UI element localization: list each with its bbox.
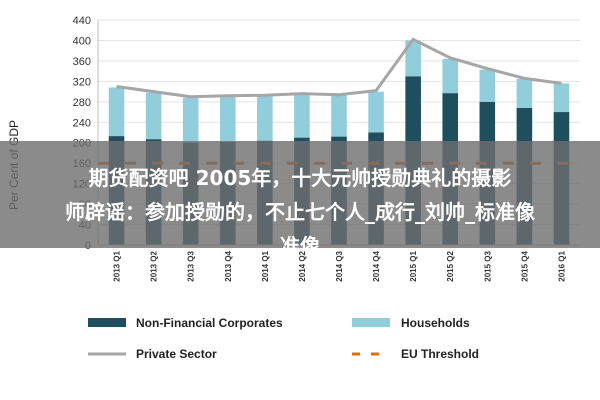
legend-label-households: Households [401, 316, 470, 330]
x-tick-label-2013-q3: 2013 Q3 [187, 250, 196, 281]
overlay-line-2: 师辟谣：参加授勋的，不止七个人_成行_刘帅_标准像 [65, 200, 535, 224]
x-tick-label-2015-q4: 2015 Q4 [520, 250, 529, 281]
y-tick-label-280: 280 [73, 97, 91, 109]
x-tick-label-2015-q2: 2015 Q2 [446, 250, 455, 281]
overlay-line-1: 期货配资吧 2005年，十大元帅授勋典礼的摄影 [88, 166, 512, 190]
overlay-line-3: 准像 [280, 234, 320, 248]
x-tick-label-2013-q4: 2013 Q4 [224, 250, 233, 281]
bar-households-2014-q2 [294, 94, 310, 138]
legend-item-households: Households [352, 316, 470, 330]
bar-households-2015-q2 [442, 58, 459, 94]
legend-label-private-sector: Private Sector [136, 347, 217, 361]
legend-swatch-households [352, 318, 390, 327]
x-tick-label-2014-q1: 2014 Q1 [261, 250, 270, 281]
bar-households-2015-q4 [516, 78, 533, 108]
bar-households-2013-q2 [145, 92, 162, 140]
x-tick-label-2013-q1: 2013 Q1 [113, 250, 122, 281]
legend: Non-Financial Corporates Households Priv… [88, 316, 479, 361]
watermark-caption-overlay: 期货配资吧 2005年，十大元帅授勋典礼的摄影 师辟谣：参加授勋的，不止七个人_… [0, 141, 600, 248]
bar-households-2015-q1 [405, 40, 421, 77]
bar-households-2014-q1 [257, 95, 273, 141]
y-tick-label-440: 440 [73, 15, 91, 27]
x-tick-label-2014-q4: 2014 Q4 [372, 250, 381, 281]
x-tick-labels: 2013 Q1 2013 Q2 2013 Q3 2013 Q4 2014 Q1 2014 … [113, 250, 567, 281]
bar-households-2014-q3 [331, 94, 347, 137]
legend-swatch-non-financial-corporates [88, 318, 126, 327]
x-tick-label-2014-q2: 2014 Q2 [298, 250, 307, 281]
series-lines [98, 37, 580, 165]
line-private-sector [116, 37, 562, 99]
bar-households-2014-q4 [368, 91, 384, 133]
x-tick-label-2015-q3: 2015 Q3 [483, 250, 492, 281]
x-tick-label-2015-q1: 2015 Q1 [409, 250, 418, 281]
y-tick-label-360: 360 [73, 56, 91, 68]
bar-households-2013-q1 [108, 87, 125, 137]
y-tick-label-240: 240 [73, 117, 91, 129]
legend-item-non-financial-corporates: Non-Financial Corporates [88, 316, 283, 330]
y-tick-label-320: 320 [73, 76, 91, 88]
bar-households-2013-q4 [219, 96, 236, 142]
legend-item-private-sector: Private Sector [88, 347, 217, 361]
bar-households-2015-q3 [479, 69, 496, 102]
legend-label-eu-threshold: EU Threshold [401, 347, 479, 361]
x-tick-label-2013-q2: 2013 Q2 [150, 250, 159, 281]
legend-item-eu-threshold: EU Threshold [352, 347, 479, 361]
y-tick-label-400: 400 [73, 35, 91, 47]
bar-households-2016-q1 [553, 83, 570, 113]
bar-households-2013-q3 [182, 97, 199, 143]
legend-label-non-financial-corporates: Non-Financial Corporates [136, 316, 283, 330]
x-tick-label-2016-q1: 2016 Q1 [557, 250, 566, 281]
x-tick-label-2014-q3: 2014 Q3 [335, 250, 344, 281]
